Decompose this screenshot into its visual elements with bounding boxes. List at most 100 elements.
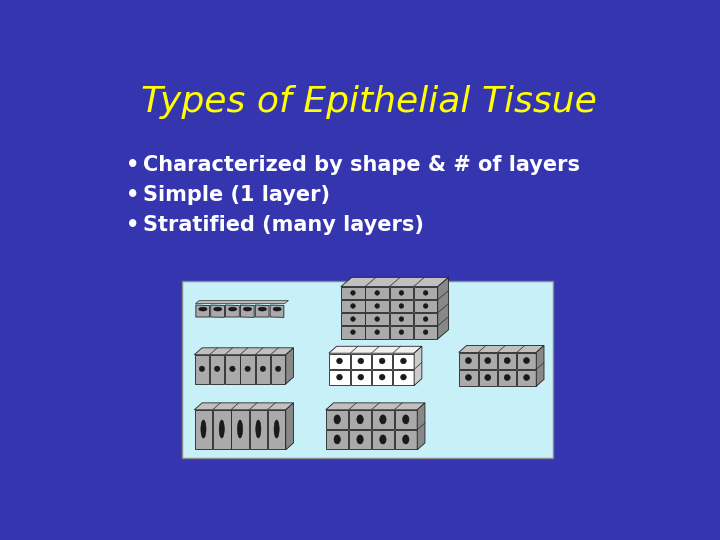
Circle shape [400, 358, 406, 364]
Bar [349, 430, 371, 449]
Bar [268, 410, 285, 449]
Circle shape [276, 366, 281, 372]
Circle shape [399, 303, 404, 308]
Circle shape [199, 366, 204, 372]
Bar [194, 355, 210, 383]
Circle shape [423, 291, 428, 295]
Bar [390, 313, 413, 326]
Circle shape [423, 330, 428, 334]
Bar [271, 355, 285, 383]
Bar [372, 370, 392, 385]
Circle shape [230, 366, 235, 372]
Bar [182, 281, 553, 458]
Circle shape [351, 330, 356, 334]
Bar [372, 410, 394, 429]
Bar [517, 353, 536, 369]
Polygon shape [225, 305, 239, 317]
Bar [390, 300, 413, 313]
Bar [366, 326, 389, 339]
Text: •: • [126, 155, 139, 175]
Circle shape [423, 316, 428, 321]
Bar [414, 287, 437, 299]
Polygon shape [286, 403, 294, 450]
Text: Simple (1 layer): Simple (1 layer) [143, 185, 330, 205]
Bar [194, 410, 212, 449]
Circle shape [375, 291, 379, 295]
Circle shape [379, 374, 385, 380]
Circle shape [351, 291, 356, 295]
Polygon shape [194, 403, 294, 410]
Circle shape [523, 357, 530, 363]
Ellipse shape [379, 435, 386, 444]
Bar [213, 410, 230, 449]
Bar [517, 370, 536, 386]
Bar [498, 370, 516, 386]
Bar [459, 370, 478, 386]
Ellipse shape [199, 307, 207, 311]
Circle shape [379, 358, 385, 364]
Circle shape [504, 357, 510, 363]
Bar [240, 355, 255, 383]
Bar [414, 313, 437, 326]
Bar [366, 300, 389, 313]
Circle shape [260, 366, 266, 372]
Polygon shape [211, 305, 225, 318]
Bar [366, 313, 389, 326]
Polygon shape [536, 346, 544, 386]
Polygon shape [459, 346, 544, 353]
Bar [250, 410, 267, 449]
Bar [349, 410, 371, 429]
Bar [393, 354, 414, 369]
Ellipse shape [256, 420, 261, 438]
Bar [210, 355, 225, 383]
Ellipse shape [402, 415, 409, 424]
Ellipse shape [243, 307, 251, 311]
Bar [225, 355, 240, 383]
Bar [390, 326, 413, 339]
Circle shape [399, 330, 404, 334]
Polygon shape [329, 346, 422, 353]
Bar [341, 300, 365, 313]
Ellipse shape [379, 415, 386, 424]
Polygon shape [196, 305, 210, 317]
Polygon shape [325, 403, 425, 410]
Ellipse shape [334, 415, 341, 424]
Bar [231, 410, 249, 449]
Circle shape [423, 303, 428, 308]
Circle shape [400, 374, 406, 380]
Circle shape [215, 366, 220, 372]
Bar [498, 353, 516, 369]
Circle shape [351, 316, 356, 321]
Circle shape [375, 303, 379, 308]
Ellipse shape [273, 307, 282, 311]
Text: Stratified (many layers): Stratified (many layers) [143, 215, 423, 235]
Circle shape [485, 357, 491, 363]
Circle shape [523, 374, 530, 381]
Polygon shape [194, 348, 294, 355]
Polygon shape [195, 300, 289, 303]
Bar [395, 430, 417, 449]
Circle shape [336, 358, 343, 364]
Polygon shape [270, 305, 284, 318]
Bar [351, 370, 371, 385]
Polygon shape [256, 305, 269, 317]
Text: Characterized by shape & # of layers: Characterized by shape & # of layers [143, 155, 580, 175]
Ellipse shape [219, 420, 225, 438]
Bar [326, 410, 348, 429]
Text: •: • [126, 215, 139, 235]
Ellipse shape [201, 420, 206, 438]
Bar [341, 313, 365, 326]
Polygon shape [414, 346, 422, 386]
Polygon shape [438, 278, 449, 339]
Bar [479, 370, 497, 386]
Circle shape [485, 374, 491, 381]
Bar [326, 430, 348, 449]
Circle shape [504, 374, 510, 381]
Circle shape [358, 374, 364, 380]
Circle shape [336, 374, 343, 380]
Circle shape [358, 358, 364, 364]
Bar [414, 326, 437, 339]
Bar [341, 326, 365, 339]
Text: Types of Epithelial Tissue: Types of Epithelial Tissue [141, 85, 597, 119]
Ellipse shape [334, 435, 341, 444]
